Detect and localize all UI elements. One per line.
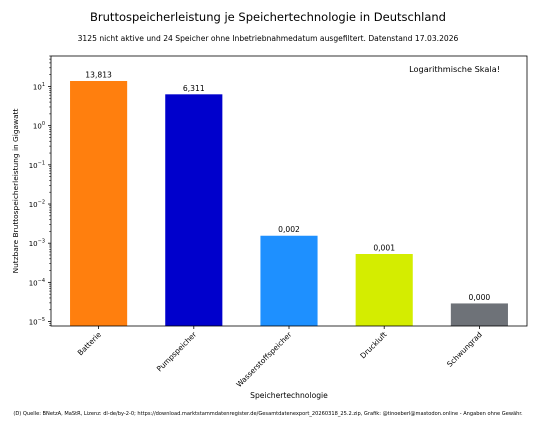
- x-tick-label: Schwungrad: [445, 330, 484, 369]
- bar-schwungrad: [450, 303, 508, 326]
- y-tick-label: 10−3: [29, 239, 45, 249]
- bar-value-label: 0,000: [469, 293, 491, 302]
- y-tick-label: 10−4: [29, 278, 45, 288]
- y-axis-label: Nutzbare Bruttospeicherleistung in Gigaw…: [11, 108, 20, 273]
- chart-subtitle: 3125 nicht aktive und 24 Speicher ohne I…: [78, 34, 459, 43]
- log-scale-annotation: Logarithmische Skala!: [409, 64, 500, 74]
- chart-title: Bruttospeicherleistung je Speichertechno…: [90, 10, 446, 24]
- y-tick-label: 101: [33, 82, 45, 92]
- plot-frame: [50, 55, 528, 327]
- bar-value-label: 0,002: [278, 225, 300, 234]
- x-tick-label: Pumpspeicher: [155, 329, 199, 373]
- x-axis-label: Speichertechnologie: [250, 391, 328, 400]
- bar-wasserstoffspeicher: [260, 235, 318, 326]
- y-tick-label: 10−5: [29, 317, 45, 327]
- y-tick-label: 10−1: [29, 160, 45, 170]
- x-tick-label: Batterie: [76, 330, 104, 358]
- y-tick-label: 10−2: [29, 200, 45, 210]
- y-tick-label: 100: [33, 121, 45, 131]
- bar-druckluft: [355, 253, 413, 326]
- bar-value-label: 0,001: [373, 243, 395, 252]
- bar-value-label: 6,311: [183, 84, 205, 93]
- x-tick-label: Druckluft: [358, 330, 388, 360]
- bar-value-label: 13,813: [85, 70, 112, 79]
- bar-pumpspeicher: [165, 94, 223, 326]
- bar-batterie: [70, 80, 128, 326]
- x-tick-label: Wasserstoffspeicher: [234, 329, 294, 389]
- source-footer: (D) Quelle: BNetzA, MaStR, Lizenz: dl-de…: [13, 411, 523, 417]
